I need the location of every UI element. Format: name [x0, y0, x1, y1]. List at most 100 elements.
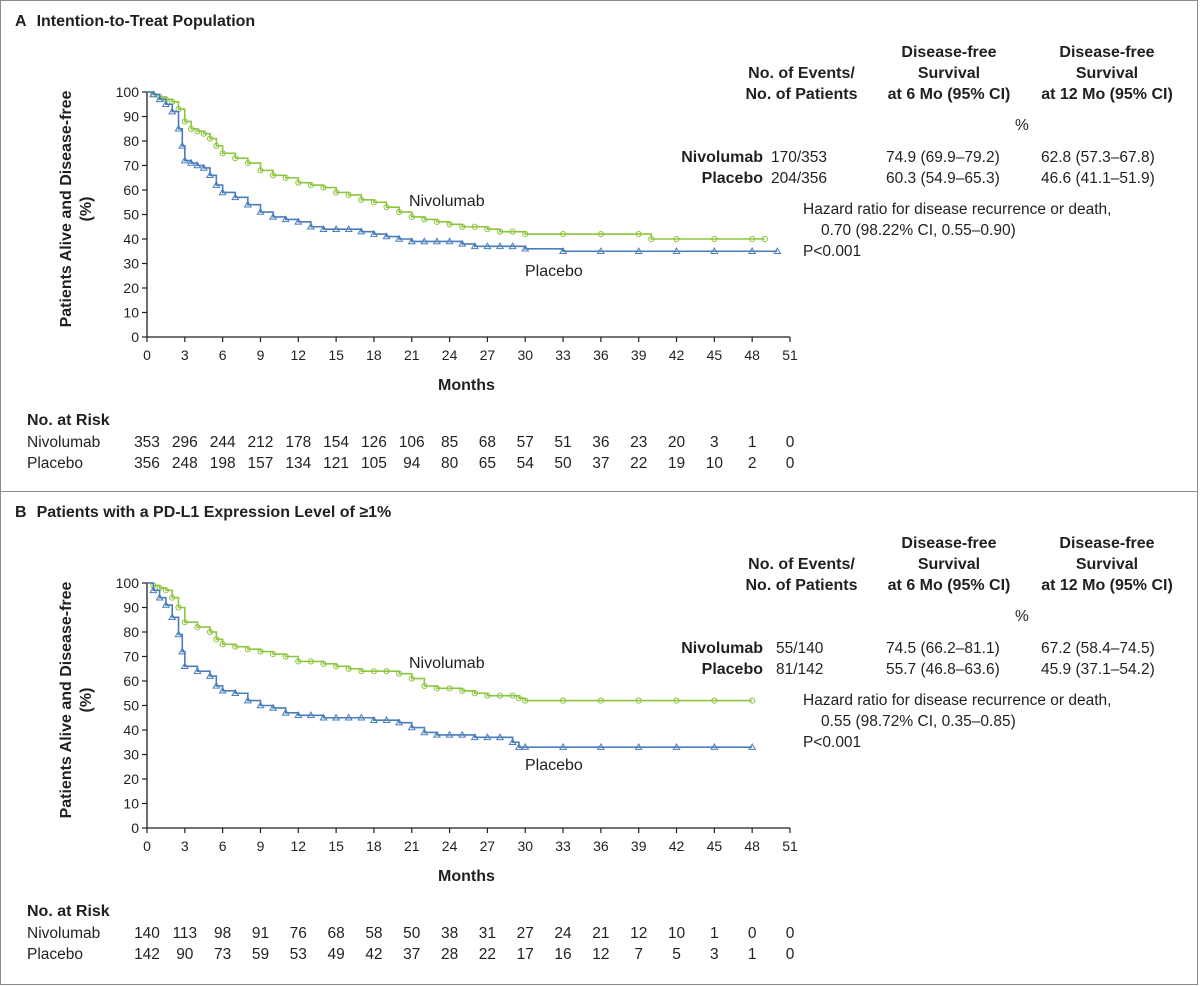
censor-marker: [433, 685, 441, 692]
risk-value: 50: [403, 925, 421, 942]
censor-marker: [433, 218, 441, 225]
censor-marker: [345, 665, 352, 672]
km-plot: 0 3 6 9 12 15 18 21 24 27 30 33 36 39 42 45 48 5101020304…: [116, 575, 798, 854]
censor-marker: [634, 742, 643, 750]
censor-marker: [181, 619, 188, 626]
risk-value: 212: [247, 434, 274, 451]
table-row-name: Nivolumab: [681, 149, 763, 166]
censor-marker: [748, 247, 757, 254]
censor-marker: [635, 697, 642, 704]
censor-marker: [205, 171, 215, 179]
x-tick-label: 3: [181, 347, 189, 363]
x-tick-label: 12: [291, 838, 307, 854]
risk-value: 113: [172, 925, 198, 942]
risk-value: 65: [478, 455, 497, 472]
hazard-ratio-line2: 0.70 (98.22% CI, 0.55–0.90): [821, 222, 1016, 239]
censor-marker: [459, 687, 466, 694]
censor-marker: [320, 184, 327, 191]
risk-value: 0: [785, 925, 795, 942]
x-tick-label: 51: [782, 347, 798, 363]
x-tick-label: 15: [328, 347, 344, 363]
x-tick-label: 51: [782, 838, 798, 854]
censor-marker: [597, 231, 604, 238]
censor-marker: [319, 713, 328, 721]
censor-marker: [181, 118, 188, 125]
risk-value: 134: [285, 455, 312, 472]
censor-marker: [634, 247, 643, 254]
censor-marker: [407, 237, 416, 245]
censor-marker: [749, 235, 756, 243]
risk-value: 23: [630, 434, 648, 451]
censor-marker: [218, 686, 227, 694]
censor-marker: [421, 216, 428, 223]
risk-value: 36: [592, 434, 610, 451]
censor-marker: [213, 142, 220, 149]
p-value: P<0.001: [803, 734, 862, 751]
risk-value: 76: [289, 925, 307, 942]
risk-value: 17: [516, 946, 534, 963]
censor-marker: [471, 223, 478, 230]
censor-marker: [672, 247, 681, 254]
panel-title-text: Patients with a PD-L1 Expression Level o…: [36, 504, 392, 521]
censor-marker: [522, 231, 529, 238]
col-header-events: No. of Events/ No. of Patients: [745, 556, 858, 594]
censor-marker: [155, 95, 164, 103]
censor-marker: [256, 701, 265, 709]
risk-value: 140: [134, 925, 160, 942]
censor-marker: [458, 730, 467, 738]
censor-marker: [218, 188, 227, 196]
censor-marker: [357, 713, 366, 721]
x-tick-label: 33: [555, 838, 571, 854]
censor-marker: [710, 742, 719, 750]
risk-value: 80: [440, 455, 459, 472]
y-tick-label: 60: [123, 182, 139, 198]
x-tick-label: 39: [631, 838, 647, 854]
risk-value: 198: [209, 455, 236, 472]
censor-marker: [470, 242, 479, 250]
censor-marker: [231, 193, 240, 201]
censor-marker: [243, 696, 252, 704]
censor-marker: [256, 207, 265, 215]
x-tick-label: 0: [143, 347, 151, 363]
risk-value: 85: [440, 434, 459, 451]
risk-value: 16: [554, 946, 572, 963]
censor-marker: [773, 247, 782, 254]
p-value: P<0.001: [803, 243, 862, 260]
censor-marker: [161, 100, 170, 107]
risk-value: 10: [667, 925, 686, 942]
y-tick-label: 100: [116, 84, 140, 100]
censor-marker: [508, 738, 517, 745]
y-tick-label: 10: [123, 796, 139, 812]
risk-value: 28: [440, 946, 459, 963]
censor-marker: [306, 222, 315, 230]
censor-marker: [320, 660, 327, 667]
risk-value: 2: [747, 455, 757, 472]
censor-marker: [446, 221, 453, 228]
risk-value: 0: [785, 455, 795, 472]
censor-marker: [243, 200, 252, 208]
risk-value: 248: [171, 455, 198, 472]
censor-marker: [244, 159, 251, 167]
censor-marker: [168, 613, 177, 621]
risk-value: 27: [516, 925, 534, 942]
risk-value: 49: [327, 946, 345, 963]
censor-marker: [558, 742, 568, 750]
series-line-placebo: [147, 582, 753, 748]
table-cell-dfs12: 46.6 (41.1–51.9): [1041, 170, 1155, 187]
censor-marker: [357, 227, 366, 235]
col-header-events: No. of Events/ No. of Patients: [745, 65, 858, 103]
censor-marker: [483, 733, 492, 741]
x-tick-label: 18: [366, 838, 382, 854]
censor-marker: [206, 135, 214, 142]
risk-table-title: No. at Risk: [27, 412, 110, 429]
x-tick-label: 45: [707, 347, 723, 363]
table-cell-events: 81/142: [776, 661, 824, 678]
risk-value: 59: [251, 946, 270, 963]
censor-marker: [495, 242, 505, 250]
curve-label-placebo: Placebo: [525, 263, 583, 280]
table-cell-dfs6: 55.7 (46.8–63.6): [886, 661, 1000, 678]
panel-b: B Patients with a PD-L1 Expression Level …: [0, 491, 1198, 985]
y-tick-label: 30: [123, 747, 139, 763]
censor-marker: [333, 663, 340, 670]
censor-marker: [231, 689, 240, 696]
